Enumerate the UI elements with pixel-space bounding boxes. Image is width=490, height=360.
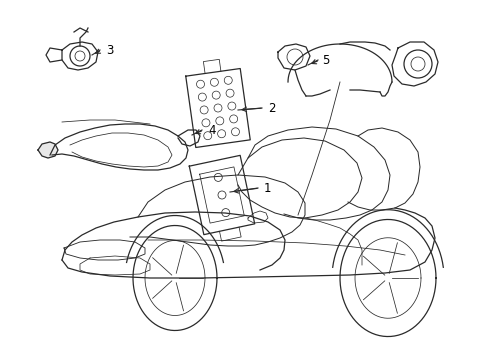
Text: 2: 2 <box>268 102 275 114</box>
Text: 4: 4 <box>208 123 216 136</box>
Polygon shape <box>38 142 58 158</box>
Text: 5: 5 <box>322 54 329 67</box>
Text: 3: 3 <box>106 44 113 57</box>
Text: 1: 1 <box>264 181 271 194</box>
